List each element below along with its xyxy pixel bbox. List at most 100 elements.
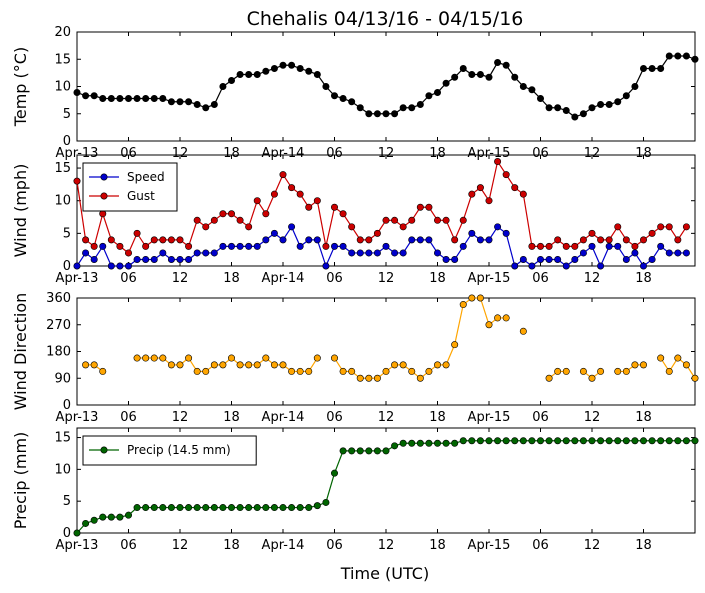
- data-point: [476, 294, 484, 302]
- data-point: [373, 447, 381, 455]
- x-tick-label: 12: [378, 146, 395, 161]
- data-point: [442, 216, 450, 224]
- data-point: [365, 447, 373, 455]
- data-point: [657, 242, 665, 250]
- x-tick-label: Apr-14: [262, 410, 305, 425]
- data-point: [219, 210, 227, 218]
- x-tick-label: 12: [584, 271, 601, 286]
- data-point: [330, 469, 338, 477]
- data-point: [562, 242, 570, 250]
- data-point: [502, 314, 510, 322]
- data-point: [202, 367, 210, 375]
- data-point: [245, 504, 253, 512]
- data-point: [433, 249, 441, 257]
- x-tick-label: Apr-15: [468, 410, 511, 425]
- data-point: [339, 242, 347, 250]
- y-tick-label: 10: [54, 462, 71, 477]
- data-point: [90, 92, 98, 100]
- x-tick-label: 06: [326, 538, 343, 553]
- x-axis-label: Time (UTC): [340, 564, 429, 583]
- data-point: [288, 184, 296, 192]
- data-point: [605, 242, 613, 250]
- data-point: [219, 242, 227, 250]
- data-point: [459, 65, 467, 73]
- data-point: [485, 321, 493, 329]
- data-point: [373, 374, 381, 382]
- series-direction: [82, 294, 699, 382]
- series-line: [333, 297, 507, 380]
- x-tick-label: 18: [223, 538, 240, 553]
- x-tick-label: 06: [120, 146, 137, 161]
- x-tick-label: 12: [172, 410, 189, 425]
- data-point: [365, 110, 373, 118]
- data-point: [99, 210, 107, 218]
- data-point: [133, 229, 141, 237]
- data-point: [185, 255, 193, 263]
- data-point: [674, 437, 682, 445]
- data-point: [142, 94, 150, 102]
- y-axis-label: Temp (°C): [11, 47, 30, 127]
- data-point: [228, 504, 236, 512]
- data-point: [494, 223, 502, 231]
- data-point: [107, 262, 115, 270]
- data-point: [142, 354, 150, 362]
- data-point: [562, 262, 570, 270]
- y-tick-label: 0: [63, 398, 71, 413]
- y-tick-label: 0: [63, 134, 71, 149]
- data-point: [579, 367, 587, 375]
- data-point: [279, 236, 287, 244]
- data-point: [176, 255, 184, 263]
- x-tick-label: 18: [429, 146, 446, 161]
- data-point: [614, 242, 622, 250]
- data-point: [348, 249, 356, 257]
- data-point: [176, 236, 184, 244]
- data-point: [682, 249, 690, 257]
- data-point: [305, 504, 313, 512]
- data-point: [571, 242, 579, 250]
- y-tick-label: 20: [54, 25, 71, 40]
- series-line: [617, 364, 644, 373]
- data-point: [476, 437, 484, 445]
- x-tick-label: 06: [326, 146, 343, 161]
- data-point: [425, 439, 433, 447]
- data-point: [399, 223, 407, 231]
- data-point: [639, 65, 647, 73]
- data-point: [494, 314, 502, 322]
- x-tick-label: 18: [223, 410, 240, 425]
- y-tick-label: 90: [54, 371, 71, 386]
- data-point: [622, 437, 630, 445]
- data-point: [416, 236, 424, 244]
- x-tick-label: 18: [429, 538, 446, 553]
- data-point: [107, 513, 115, 521]
- data-point: [442, 361, 450, 369]
- data-point: [348, 98, 356, 106]
- x-tick-label: Apr-15: [468, 538, 511, 553]
- data-point: [159, 504, 167, 512]
- data-point: [142, 504, 150, 512]
- data-point: [511, 437, 519, 445]
- data-point: [116, 513, 124, 521]
- data-point: [185, 242, 193, 250]
- data-point: [133, 354, 141, 362]
- data-point: [597, 236, 605, 244]
- data-point: [90, 361, 98, 369]
- data-point: [648, 229, 656, 237]
- data-point: [657, 354, 665, 362]
- data-point: [133, 94, 141, 102]
- x-tick-label: Apr-13: [56, 271, 99, 286]
- data-point: [288, 223, 296, 231]
- data-point: [322, 498, 330, 506]
- data-point: [159, 249, 167, 257]
- data-point: [416, 439, 424, 447]
- data-point: [210, 361, 218, 369]
- data-point: [99, 367, 107, 375]
- data-point: [382, 216, 390, 224]
- data-point: [167, 255, 175, 263]
- chart-title: Chehalis 04/13/16 - 04/15/16: [247, 8, 524, 30]
- x-tick-label: Apr-13: [56, 538, 99, 553]
- data-point: [657, 437, 665, 445]
- legend: Precip (14.5 mm): [82, 435, 257, 466]
- y-tick-label: 10: [54, 80, 71, 95]
- data-point: [330, 203, 338, 211]
- data-point: [674, 52, 682, 60]
